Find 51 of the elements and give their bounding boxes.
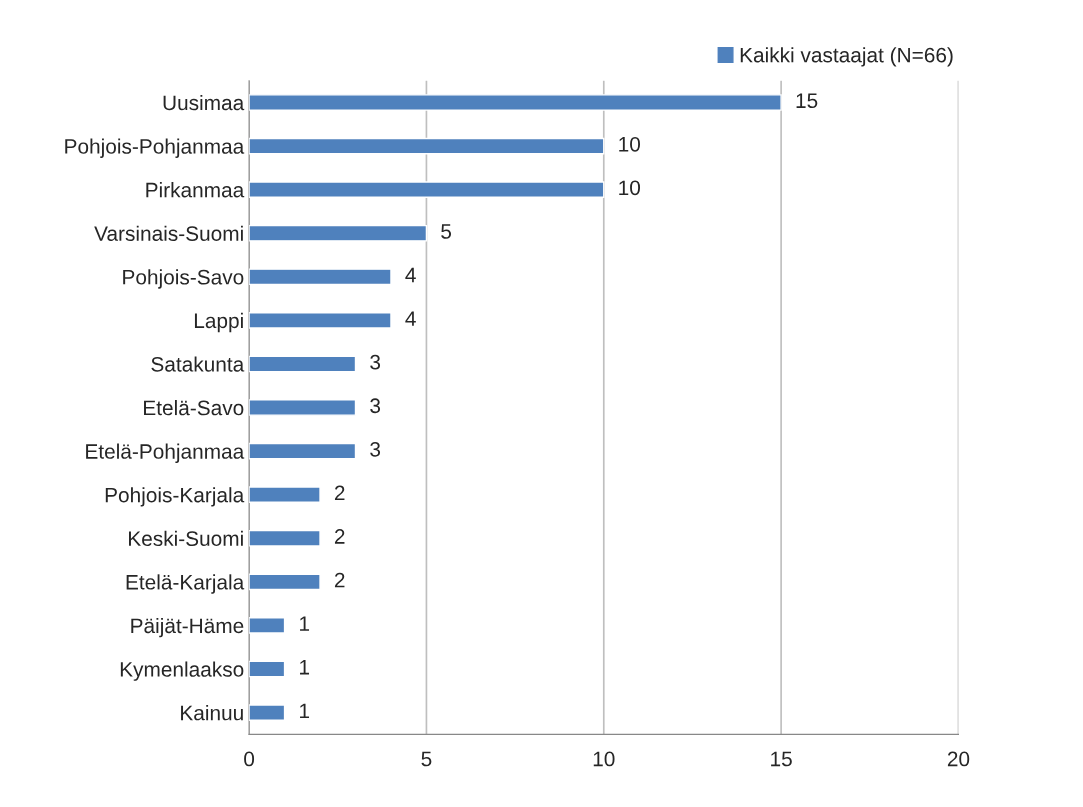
x-tick-label: 10 [593,751,615,767]
bar [249,704,286,721]
bar [249,355,357,373]
data-label: 3 [370,441,381,457]
bar [249,137,605,155]
data-label: 1 [300,616,310,631]
y-tick-label: Kainuu [181,705,243,721]
data-label: 5 [441,224,452,239]
data-label: 3 [370,398,381,414]
bar [249,617,286,634]
data-label: 4 [405,267,416,283]
y-tick-label: Keski-Suomi [129,530,243,547]
bar [249,268,392,286]
bar [249,94,782,111]
y-tick-label: Lappi [194,312,243,333]
y-tick-label: Pirkanmaa [146,182,245,198]
bar [249,660,286,678]
bar [249,181,605,198]
bar [249,486,321,504]
y-tick-label: Päijät-Häme [131,617,244,638]
bar [249,442,357,460]
y-tick-label: Varsinais-Suomi [94,225,243,241]
y-tick-label: Kymenlaakso [120,661,244,681]
y-tick-label: Etelä-Pohjanmaa [86,443,245,463]
data-label: 3 [370,354,381,370]
data-label: 2 [334,529,345,544]
bar [249,529,321,547]
data-label: 1 [300,703,310,718]
y-tick-label: Pohjois-Pohjanmaa [65,138,245,158]
data-label: 4 [405,311,416,326]
y-tick-label: Uusimaa [163,94,245,111]
x-tick-label: 5 [421,751,432,767]
bar [249,312,392,329]
y-tick-label: Pohjois-Savo [123,269,244,289]
bar [249,573,321,591]
y-tick-label: Etelä-Karjala [126,574,245,594]
data-label: 15 [796,93,818,109]
data-label: 2 [334,572,345,588]
legend-label: Kaikki vastaajat (N=66) [740,47,953,67]
x-tick-label: 20 [947,751,970,767]
y-tick-label: Satakunta [151,356,245,372]
y-tick-label: Pohjois-Karjala [105,487,245,507]
data-label: 10 [619,136,641,152]
x-tick-label: 0 [244,751,255,767]
y-tick-label: Etelä-Savo [144,399,244,416]
x-tick-label: 15 [771,751,792,767]
bar [249,399,357,416]
data-label: 2 [334,485,345,501]
bar [249,224,428,242]
data-label: 10 [619,180,641,196]
data-label: 1 [300,660,310,675]
